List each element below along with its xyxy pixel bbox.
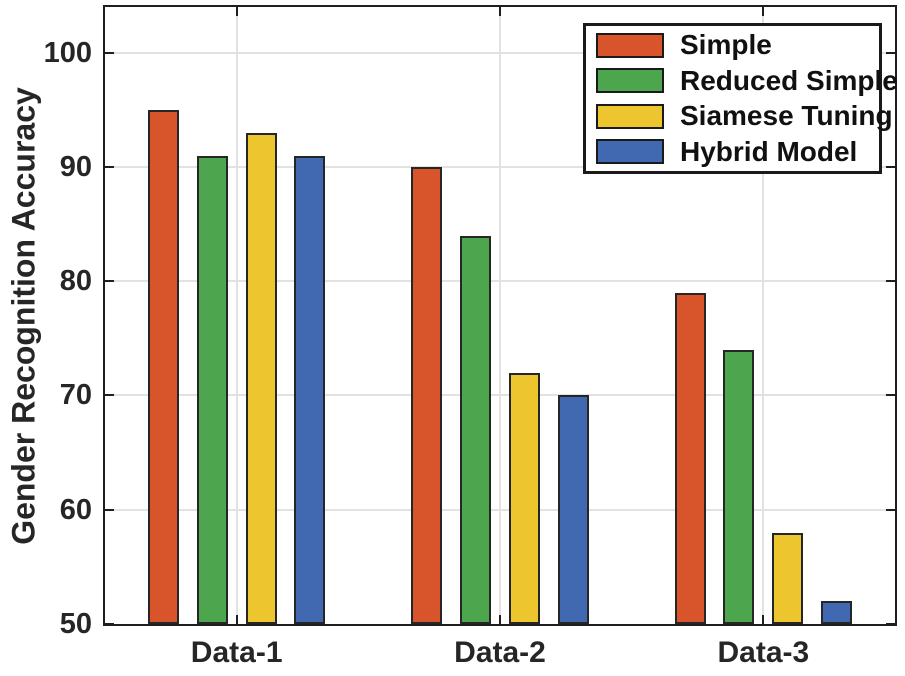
legend-swatch-reduced-simple <box>596 68 664 94</box>
legend-swatch-simple <box>596 32 664 58</box>
gridline-x-Data-3 <box>762 7 765 624</box>
gridline-x-Data-1 <box>235 7 238 624</box>
legend-label: Siamese Tuning <box>680 100 893 132</box>
bar-data-3-siamese-tuning <box>772 532 804 624</box>
ytick-mark-right-70 <box>886 394 895 397</box>
bar-data-1-siamese-tuning <box>245 132 277 624</box>
ytick-mark-right-100 <box>886 51 895 54</box>
bar-data-1-hybrid-model <box>294 155 326 624</box>
ytick-label-90: 90 <box>59 150 92 183</box>
xtick-label-data-3: Data-3 <box>717 636 810 669</box>
legend-swatch-hybrid-model <box>596 139 664 165</box>
bar-data-2-simple <box>411 166 443 624</box>
ytick-mark-right-80 <box>886 280 895 283</box>
ytick-mark-left-80 <box>105 280 114 283</box>
xtick-label-data-2: Data-2 <box>454 636 546 669</box>
bar-data-2-hybrid-model <box>557 395 589 624</box>
ytick-mark-left-60 <box>105 508 114 511</box>
legend-entry-siamese-tuning: Siamese Tuning <box>596 100 893 132</box>
legend-label: Hybrid Model <box>680 135 858 167</box>
ytick-mark-left-70 <box>105 394 114 397</box>
gridline-x-Data-2 <box>499 7 501 624</box>
xtick-mark-top-Data-3 <box>762 7 765 16</box>
legend-entry-simple: Simple <box>596 29 879 61</box>
bar-data-2-reduced-simple <box>460 235 492 624</box>
ytick-mark-left-50 <box>105 623 114 625</box>
legend: Simple Reduced Simple Siamese Tuning Hybrid… <box>583 23 898 174</box>
xtick-mark-top-Data-2 <box>499 7 501 16</box>
xtick-mark-bottom-Data-1 <box>235 615 238 624</box>
ytick-label-50: 50 <box>59 608 92 640</box>
xtick-mark-bottom-Data-2 <box>499 615 501 624</box>
legend-swatch-siamese-tuning <box>596 103 664 129</box>
ytick-mark-right-50 <box>886 623 895 625</box>
legend-entry-hybrid-model: Hybrid Model <box>596 136 879 168</box>
bar-data-3-reduced-simple <box>723 349 755 624</box>
bar-data-1-simple <box>148 109 180 624</box>
legend-entry-reduced-simple: Reduced Simple <box>596 65 898 97</box>
legend-label: Reduced Simple <box>680 64 898 96</box>
ytick-mark-left-100 <box>105 51 114 54</box>
ytick-label-80: 80 <box>59 265 92 298</box>
xtick-label-data-1: Data-1 <box>190 636 283 669</box>
bar-data-3-hybrid-model <box>820 601 852 624</box>
ytick-label-70: 70 <box>59 379 92 412</box>
ytick-mark-right-60 <box>886 508 895 511</box>
ytick-mark-right-90 <box>886 165 895 168</box>
bar-data-3-simple <box>674 292 706 624</box>
legend-label: Simple <box>680 29 772 61</box>
bar-data-2-siamese-tuning <box>508 372 540 624</box>
ytick-mark-left-90 <box>105 165 114 168</box>
xtick-mark-bottom-Data-3 <box>762 615 765 624</box>
xtick-mark-top-Data-1 <box>235 7 238 16</box>
ytick-label-100: 100 <box>43 36 92 69</box>
ytick-label-60: 60 <box>59 493 92 526</box>
bar-data-1-reduced-simple <box>196 155 228 624</box>
